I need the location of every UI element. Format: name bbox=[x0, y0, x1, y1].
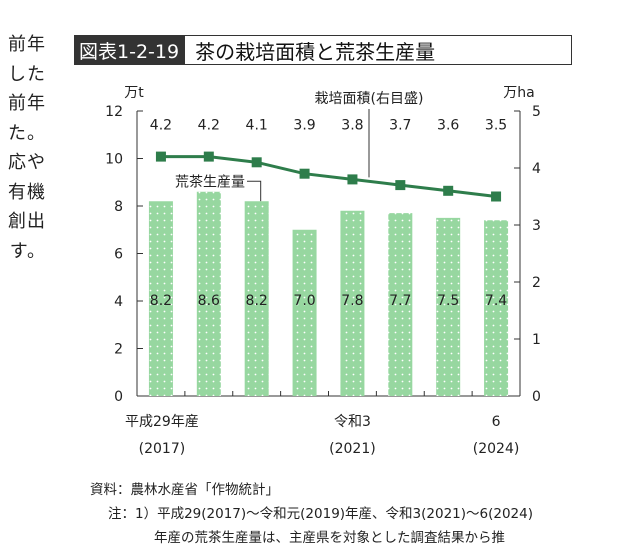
bar bbox=[484, 220, 509, 396]
area-line bbox=[160, 155, 497, 198]
bar bbox=[436, 217, 461, 396]
bar-value-label: 8.6 bbox=[198, 293, 220, 309]
bar-value-label: 8.2 bbox=[150, 293, 172, 309]
x-category-label: 平成29年産 bbox=[125, 414, 199, 430]
line-value-label: 3.6 bbox=[437, 118, 459, 134]
y-left-unit: 万t bbox=[124, 85, 144, 101]
bar bbox=[340, 210, 365, 396]
left-text-line: 前年 bbox=[8, 93, 46, 114]
bar-value-label: 7.5 bbox=[437, 293, 459, 309]
bar-value-label: 8.2 bbox=[246, 293, 268, 309]
y-left-tick-label: 4 bbox=[114, 294, 123, 310]
bar-series-name: 荒茶生産量 bbox=[175, 174, 245, 190]
left-body-text: 前年 した 前年 た。 応や 有機 創出 す。 bbox=[0, 30, 46, 266]
bar bbox=[388, 213, 413, 396]
line-value-label: 3.5 bbox=[485, 118, 507, 134]
y-right-tick-label: 2 bbox=[532, 275, 541, 291]
line-value-label: 3.8 bbox=[341, 118, 363, 134]
note-1-cont: 年産の荒茶生産量は、主産県を対象とした調査結果から推 bbox=[154, 530, 505, 546]
left-text-line: した bbox=[8, 63, 46, 85]
y-right-tick-label: 5 bbox=[532, 104, 541, 120]
bar bbox=[148, 201, 173, 396]
line-marker bbox=[347, 174, 358, 185]
figure-number: 図表1-2-19 bbox=[75, 36, 186, 64]
x-category-year: (2017) bbox=[139, 441, 186, 457]
figure-title: 茶の栽培面積と荒茶生産量 bbox=[195, 39, 436, 64]
source-note: 資料：農林水産省「作物統計」 bbox=[90, 482, 279, 498]
line-marker bbox=[203, 151, 214, 162]
x-category-label: 令和3 bbox=[334, 414, 371, 430]
line-value-label: 4.2 bbox=[198, 118, 220, 134]
left-text-line: 創出 bbox=[8, 211, 46, 232]
left-text-line: 応や bbox=[8, 152, 46, 173]
bar-value-label: 7.8 bbox=[341, 293, 363, 309]
y-left-tick-label: 6 bbox=[114, 247, 123, 263]
y-left-tick-label: 0 bbox=[114, 389, 123, 405]
left-text-line: た。 bbox=[8, 122, 46, 144]
left-text-line: 有機 bbox=[8, 181, 46, 203]
note-1: 注：1）平成29(2017)～令和元(2019)年産、令和3(2021)～6(2… bbox=[108, 506, 534, 522]
figure-header: 図表1-2-19 茶の栽培面積と荒茶生産量 bbox=[74, 35, 572, 65]
y-right-tick-label: 0 bbox=[532, 389, 541, 405]
bar-callout bbox=[247, 180, 262, 202]
x-category-label: 6 bbox=[492, 414, 501, 430]
y-left-tick-label: 2 bbox=[114, 342, 123, 358]
left-text-line: す。 bbox=[9, 240, 46, 262]
y-right-tick-label: 3 bbox=[532, 218, 541, 234]
y-right-tick-label: 4 bbox=[532, 161, 541, 177]
left-text-line: 前年 bbox=[8, 34, 46, 55]
line-series-name: 栽培面積(右目盛) bbox=[315, 91, 424, 107]
x-category-year: (2024) bbox=[473, 441, 520, 457]
line-value-label: 4.2 bbox=[150, 118, 172, 134]
line-marker bbox=[395, 180, 406, 191]
x-category-year: (2021) bbox=[329, 441, 376, 457]
bar bbox=[292, 229, 317, 396]
line-marker bbox=[251, 157, 262, 168]
line-marker bbox=[155, 151, 166, 162]
line-marker bbox=[443, 185, 454, 196]
line-value-label: 3.9 bbox=[293, 118, 315, 134]
y-right-unit: 万ha bbox=[503, 85, 534, 101]
bar-value-label: 7.0 bbox=[293, 293, 315, 309]
y-left-tick-label: 12 bbox=[105, 104, 123, 120]
line-value-label: 3.7 bbox=[389, 118, 411, 134]
y-right-tick-label: 1 bbox=[532, 332, 541, 348]
line-marker bbox=[491, 191, 502, 202]
line-value-label: 4.1 bbox=[246, 118, 268, 134]
bar bbox=[244, 201, 269, 396]
notes: 資料：農林水産省「作物統計」 注：1）平成29(2017)～令和元(2019)年… bbox=[90, 478, 533, 550]
y-left-tick-label: 8 bbox=[114, 199, 123, 215]
line-marker bbox=[299, 168, 310, 179]
bar bbox=[196, 191, 221, 396]
bar-value-label: 7.7 bbox=[389, 293, 411, 309]
y-left-tick-label: 10 bbox=[105, 152, 123, 168]
bar-value-label: 7.4 bbox=[485, 293, 507, 309]
